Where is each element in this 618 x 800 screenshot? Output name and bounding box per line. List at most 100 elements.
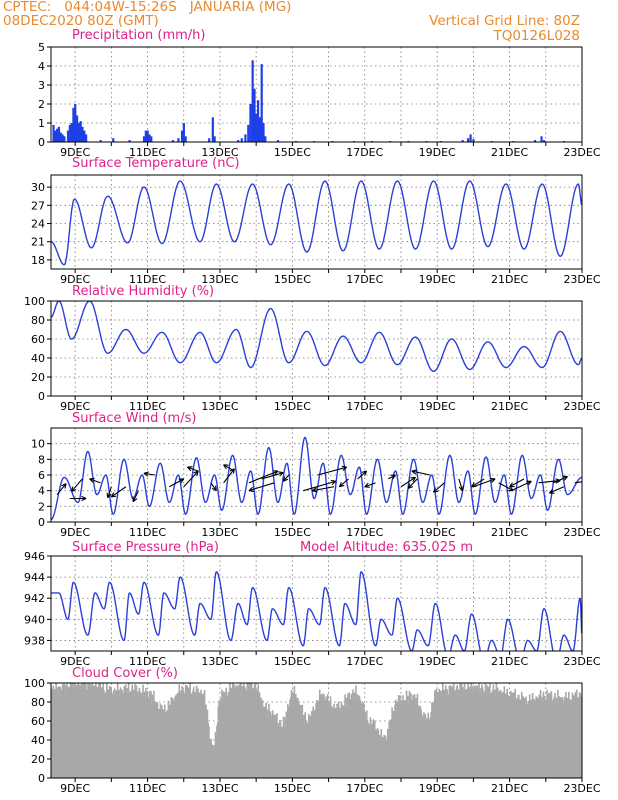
pres-xtick-label: 15DEC: [274, 655, 311, 668]
wind-arrow-head: [408, 486, 414, 489]
wind-arrow-head: [132, 498, 138, 503]
cloud-chart: Cloud Cover (%) 0 20 40 60 80 100 9DEC 11DEC 13DE…: [24, 666, 601, 795]
wind-arrow-head: [215, 485, 217, 491]
precip-bar: [244, 134, 247, 142]
wind-arrow-head: [143, 471, 149, 474]
temp-xtick-label: 17DEC: [346, 273, 383, 286]
wind-plot: [51, 436, 582, 521]
precip-bar: [237, 140, 240, 142]
wind-arrow-shaft: [248, 470, 279, 484]
wind-arrow-shaft: [473, 478, 496, 488]
cloud-ytick-label: 20: [31, 753, 45, 766]
precip-xtick-label: 15DEC: [274, 146, 311, 159]
precip-ytick-label: 1: [38, 117, 45, 130]
cloud-ytick-label: 80: [31, 696, 45, 709]
temp-xtick-label: 15DEC: [274, 273, 311, 286]
wind-arrow-head: [458, 486, 463, 492]
wind-arrow-head: [278, 471, 284, 474]
wind-arrow-head: [527, 480, 532, 486]
wind-arrow-head: [364, 470, 368, 476]
pres-xtick-label: 23DEC: [563, 655, 600, 668]
wind-arrow-shaft: [317, 466, 347, 476]
precip-bar: [146, 130, 149, 142]
wind-arrow-head: [186, 466, 192, 472]
precip-bar: [177, 138, 180, 142]
rh-ytick-label: 60: [31, 333, 45, 346]
precip-bar: [83, 130, 86, 142]
cloud-ytick-label: 100: [24, 677, 45, 690]
wind-arrow-head: [223, 464, 227, 470]
rh-ytick-label: 40: [31, 352, 45, 365]
precip-title: Precipitation (mm/h): [72, 28, 205, 43]
wind-arrow-head: [331, 480, 337, 486]
rh-plot: [51, 301, 582, 372]
rh-xtick-label: 23DEC: [563, 400, 600, 413]
wind-xtick-label: 21DEC: [491, 526, 528, 539]
cloud-ytick-label: 40: [31, 734, 45, 747]
precip-bar: [472, 139, 475, 142]
wind-arrow-head: [71, 488, 77, 492]
rh-title: Relative Humidity (%): [72, 284, 214, 299]
wind-arrow-head: [311, 487, 317, 492]
model-code: TQ0126L028: [493, 28, 580, 44]
pres-series-line: [51, 570, 582, 651]
precip-ytick-label: 0: [38, 136, 45, 149]
precip-bar: [466, 138, 470, 142]
wind-arrow-shaft: [183, 470, 199, 488]
precip-bar: [68, 124, 71, 142]
precip-plot: [52, 60, 566, 142]
wind-arrow-head: [555, 480, 561, 484]
wind-arrow-head: [411, 470, 417, 475]
temp-series-line: [51, 180, 582, 266]
wind-chart: Surface Wind (m/s) 0 2 4 6 8 10 9DEC 11DEC 13DEC 1…: [31, 411, 601, 539]
wind-arrow-head: [187, 466, 193, 468]
precip-bar: [208, 138, 211, 142]
precip-bar: [180, 130, 184, 142]
rh-ytick-label: 20: [31, 371, 45, 384]
precip-chart: Precipitation (mm/h) 0 1 2 3 4 5 9DEC 11DEC 13DEC…: [38, 28, 601, 159]
rh-chart: Relative Humidity (%) 0 20 40 60 80 100 9DEC 11D…: [24, 284, 601, 413]
rh-ytick-label: 80: [31, 314, 45, 327]
wind-arrow-head: [339, 484, 345, 488]
grid-note: Vertical Grid Line: 80Z: [429, 13, 580, 29]
wind-arrow-shaft: [498, 482, 514, 492]
wind-arrow-head: [61, 483, 67, 487]
precip-bar: [469, 134, 472, 142]
wind-arrow-shaft: [169, 478, 185, 488]
precip-bar: [142, 136, 146, 142]
cloud-xtick-label: 19DEC: [419, 782, 456, 795]
wind-arrow-shaft: [511, 480, 532, 492]
wind-arrow-shaft: [111, 486, 127, 498]
rh-series-line: [51, 301, 582, 372]
temp-ytick-label: 30: [31, 181, 45, 194]
precip-xtick-label: 23DEC: [563, 146, 600, 159]
precip-xtick-label: 17DEC: [346, 146, 383, 159]
wind-arrow-shaft: [357, 470, 367, 480]
precip-xtick-label: 21DEC: [491, 146, 528, 159]
cloud-xtick-label: 13DEC: [201, 782, 238, 795]
temp-title: Surface Temperature (nC): [72, 156, 240, 171]
wind-arrow-head: [89, 477, 95, 480]
precip-bar: [81, 126, 84, 142]
wind-arrow-head: [461, 485, 464, 491]
wind-title: Surface Wind (m/s): [72, 411, 196, 426]
precip-bar: [63, 136, 66, 142]
precip-bar: [74, 104, 77, 142]
pres-frame: [50, 555, 583, 652]
precip-bar: [540, 136, 543, 142]
wind-arrow-shaft: [187, 466, 199, 472]
precip-bar: [276, 140, 280, 142]
wind-arrow-head: [490, 477, 496, 480]
wind-arrow-head: [196, 470, 199, 477]
precip-bar: [99, 140, 102, 142]
wind-arrow-shaft: [549, 486, 565, 494]
wind-arrow-head: [392, 474, 396, 480]
precip-bar: [260, 64, 263, 142]
wind-arrow-shaft: [388, 474, 396, 480]
precip-bar: [211, 117, 214, 142]
precip-bar: [150, 136, 153, 142]
wind-arrow-shaft: [261, 472, 284, 480]
wind-arrow-shaft: [71, 478, 83, 492]
wind-arrow-head: [330, 479, 336, 482]
precip-bar: [112, 138, 115, 142]
